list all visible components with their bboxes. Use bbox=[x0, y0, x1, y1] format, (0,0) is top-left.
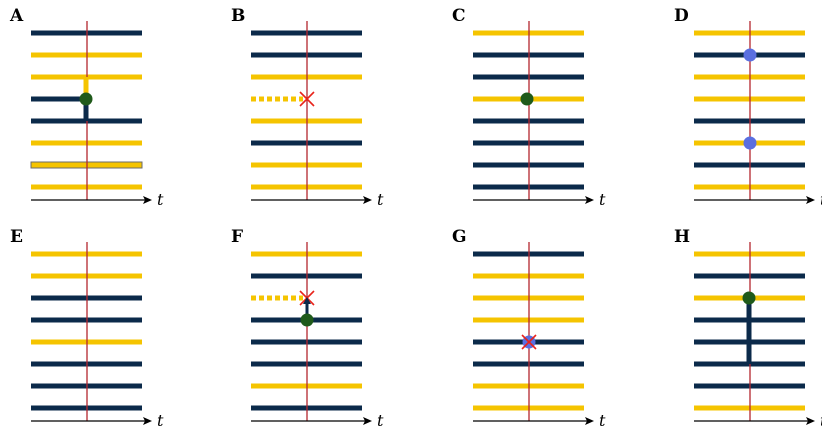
axis-label-t: t bbox=[820, 411, 822, 430]
axis-label-t: t bbox=[157, 190, 164, 209]
axis-arrowhead bbox=[143, 417, 152, 425]
move-arrowhead bbox=[303, 297, 311, 304]
cross-mark bbox=[299, 91, 315, 107]
green-node bbox=[300, 313, 314, 327]
panel-label: B bbox=[231, 6, 245, 26]
axis-label-t: t bbox=[157, 411, 164, 430]
axis-arrowhead bbox=[806, 196, 815, 204]
axis-arrowhead bbox=[585, 196, 594, 204]
blue-node bbox=[743, 48, 757, 62]
axis-arrowhead bbox=[363, 417, 372, 425]
axis-label-t: t bbox=[599, 190, 606, 209]
panel-label: C bbox=[452, 6, 466, 26]
axis-label-t: t bbox=[599, 411, 606, 430]
junction-node bbox=[742, 291, 756, 305]
blue-node bbox=[743, 136, 757, 150]
axis-arrowhead bbox=[143, 196, 152, 204]
green-node bbox=[520, 92, 534, 106]
panel-label: E bbox=[10, 227, 23, 247]
axis-label-t: t bbox=[820, 190, 822, 209]
panel-label: G bbox=[452, 227, 467, 247]
axis-label-t: t bbox=[377, 190, 384, 209]
panel-label: H bbox=[674, 227, 690, 247]
junction-node bbox=[79, 92, 93, 106]
axis-label-t: t bbox=[377, 411, 384, 430]
axis-arrowhead bbox=[363, 196, 372, 204]
panel-label: D bbox=[674, 6, 689, 26]
panel-label: F bbox=[231, 227, 243, 247]
axis-arrowhead bbox=[806, 417, 815, 425]
axis-arrowhead bbox=[585, 417, 594, 425]
panel-label: A bbox=[9, 6, 24, 26]
cross-mark bbox=[521, 334, 537, 350]
